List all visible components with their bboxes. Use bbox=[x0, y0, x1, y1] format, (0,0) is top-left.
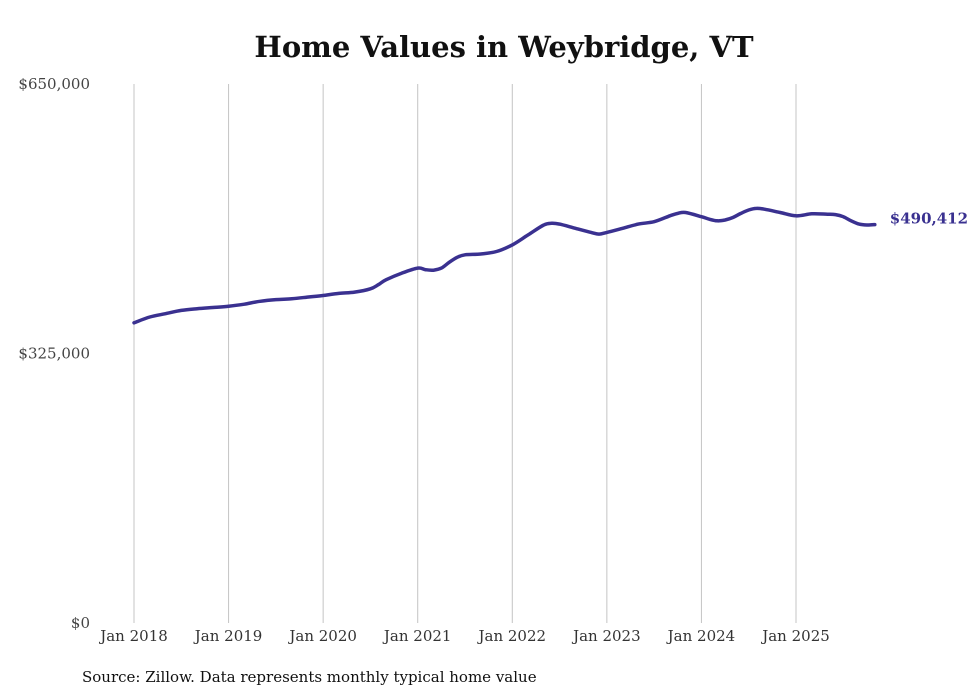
y-tick-label: $325,000 bbox=[18, 345, 90, 363]
gridlines bbox=[133, 84, 797, 623]
x-tick-label: Jan 2025 bbox=[760, 627, 830, 645]
x-tick-label: Jan 2018 bbox=[98, 627, 168, 645]
x-tick-label: Jan 2019 bbox=[193, 627, 263, 645]
source-note: Source: Zillow. Data represents monthly … bbox=[82, 668, 537, 686]
x-axis: Jan 2018 Jan 2019 Jan 2020 Jan 2021 Jan 2022… bbox=[98, 627, 830, 645]
x-tick-label: Jan 2020 bbox=[287, 627, 357, 645]
x-tick-label: Jan 2022 bbox=[477, 627, 547, 645]
x-tick-label: Jan 2021 bbox=[382, 627, 452, 645]
x-tick-label: Jan 2024 bbox=[666, 627, 736, 645]
series-line bbox=[132, 206, 877, 325]
chart-title: Home Values in Weybridge, VT bbox=[254, 30, 754, 64]
y-axis: $0 $325,000 $650,000 bbox=[18, 75, 90, 632]
y-tick-label: $650,000 bbox=[18, 75, 90, 93]
x-tick-label: Jan 2023 bbox=[571, 627, 641, 645]
y-tick-label: $0 bbox=[71, 614, 90, 632]
end-value-label: $490,412 bbox=[890, 210, 968, 228]
